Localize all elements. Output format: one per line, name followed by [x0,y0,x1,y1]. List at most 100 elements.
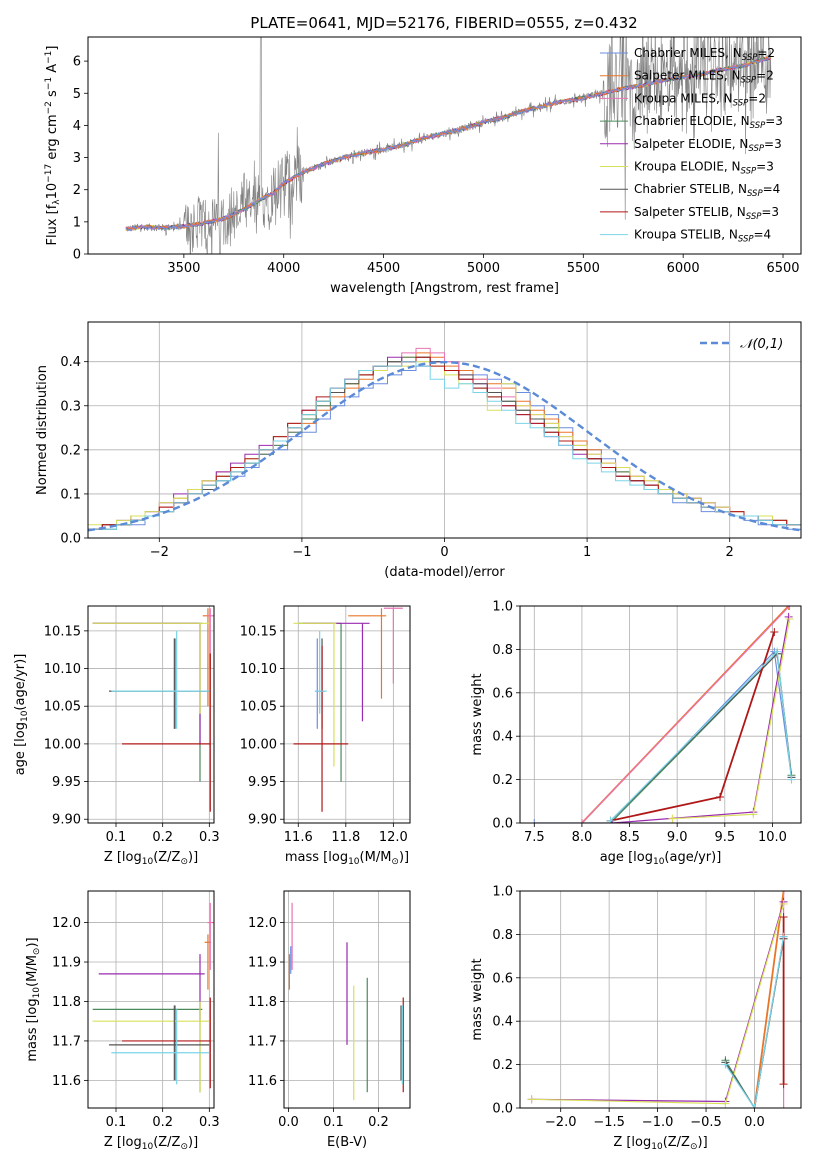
x-tick-label: 11.6 [284,830,313,845]
weight-line-chabrier_elodie [610,652,793,823]
axes-frame [519,890,802,1109]
y-tick-label: 0.8 [492,643,513,658]
x-tick-label: 0 [440,545,448,560]
y-tick-label: 11.7 [52,1034,81,1049]
y-tick-label: 11.8 [248,995,277,1010]
model-line-salpeter_miles [125,56,771,232]
weight-point-kroupa_stelib [606,816,615,823]
y-tick-label: 2 [73,183,81,198]
x-tick-label: 5500 [567,261,600,276]
legend-entry: Salpeter MILES, NSSP=2 [634,69,774,86]
x-axis-label: (data-model)/error [384,565,505,580]
y-tick-label: 0.6 [492,686,513,701]
y-tick-label: 6 [73,55,81,70]
y-tick-label: 1.0 [492,885,513,900]
x-tick-label: 1 [583,545,591,560]
y-tick-label: 1.0 [492,600,513,615]
y-tick-label: 0.4 [492,1015,513,1030]
legend-entry: Kroupa MILES, NSSP=2 [634,91,766,108]
x-tick-label: −1.5 [593,1115,625,1130]
panel-mass_vs_Z: 0.1 0.2 0.3 11.6 11.7 11.8 11.9 12.0 Z [log10(Z/… [25,890,220,1152]
legend-entry: Salpeter STELIB, NSSP=3 [634,205,779,222]
weight-point-salpeter_stelib [770,628,779,637]
x-tick-label: 8.5 [619,830,640,845]
y-tick-label: 12.0 [52,916,81,931]
model-line-chabrier_miles [125,55,771,232]
x-tick-label: 0.1 [106,830,127,845]
y-axis-label: mass weight [470,958,485,1040]
x-tick-label: 11.8 [331,830,360,845]
plot-area [527,891,788,1108]
figure-title: PLATE=0641, MJD=52176, FIBERID=0555, z=0… [250,14,637,32]
y-tick-label: 9.90 [52,813,81,828]
y-tick-label: 10.05 [44,700,81,715]
x-tick-label: 9.0 [667,830,688,845]
weight-point-kroupa_stelib [721,1060,730,1069]
axes-frame [87,605,215,824]
x-tick-label: 0.2 [368,1115,389,1130]
panel-spectrum: 3500 4000 4500 5000 5500 6000 6500 0 1 2 3 4 5 6 wavel… [44,36,802,296]
y-tick-label: 11.9 [52,956,81,971]
x-tick-label: 8.0 [572,830,593,845]
plot-area [530,606,796,823]
weight-line-kroupa_stelib [724,936,785,1108]
panel-age_vs_mass: 11.6 11.8 12.0 9.90 9.95 10.00 10.05 10.10 10.15… [240,605,411,867]
plot-area [293,607,403,812]
x-tick-label: 10.0 [758,830,787,845]
x-axis-label: mass [log10(M/M⊙)] [285,850,409,867]
y-tick-label: 0.2 [60,443,81,458]
axes-frame [87,36,802,255]
x-tick-label: 0.2 [152,830,173,845]
legend-entry: Kroupa STELIB, NSSP=4 [634,228,771,245]
x-tick-label: 2 [726,545,734,560]
y-tick-label: 10.10 [44,662,81,677]
panel-age_vs_Z: 0.1 0.2 0.3 9.90 9.95 10.00 10.05 10.10 10.15 Z [… [13,605,220,867]
axes-frame [283,890,411,1109]
weight-point-salpeter_stelib [779,1080,788,1089]
x-tick-label: 6500 [766,261,799,276]
x-axis-label: age [log10(age/yr)] [600,850,722,867]
x-tick-label: 0.0 [744,1115,765,1130]
y-tick-label: 10.00 [44,737,81,752]
plot-area [92,902,214,1093]
x-axis-label: wavelength [Angstrom, rest frame] [330,281,559,296]
weight-point-kroupa_elodie [749,810,758,819]
axes-frame [283,605,411,824]
x-tick-label: 12.0 [379,830,408,845]
y-tick-label: 9.90 [248,813,277,828]
weight-point-kroupa_elodie [668,814,677,823]
y-tick-label: 10.15 [240,624,277,639]
panel-massweight_vs_Z: −2.0 −1.5 −1.0 −0.5 0.0 0.0 0.2 0.4 0.6 0.8 1.0 Z [… [470,885,802,1152]
weight-point-salpeter_elodie [784,612,793,621]
y-tick-label: 0.0 [492,1102,513,1117]
weight-point-kroupa_elodie [779,900,788,909]
legend-entry: Chabrier MILES, NSSP=2 [634,46,775,63]
x-tick-label: 0.1 [323,1115,344,1130]
weight-point-kroupa_elodie [721,1099,730,1108]
weight-point-salpeter_stelib [779,913,788,922]
y-tick-label: 0.4 [492,730,513,745]
x-tick-label: −0.5 [690,1115,722,1130]
y-tick-label: 10.00 [240,737,277,752]
weight-line-salpeter_stelib [610,631,776,822]
y-tick-label: 10.05 [240,700,277,715]
weight-point-kroupa_miles [779,1104,788,1108]
weight-point-kroupa_stelib [750,1104,759,1108]
y-axis-label: mass [log10(M/M⊙)] [25,937,42,1061]
panel-mass_vs_EBV: 0.0 0.1 0.2 11.6 11.7 11.8 11.9 12.0 E(B-V) [248,890,411,1150]
weight-point-kroupa_miles [779,891,788,895]
x-tick-label: −1 [292,545,311,560]
x-axis-label: Z [log10(Z/Z⊙)] [104,850,198,867]
y-tick-label: 12.0 [248,916,277,931]
x-axis-label: E(B-V) [327,1135,367,1150]
legend-entry: Chabrier ELODIE, NSSP=3 [634,114,783,131]
weight-line-kroupa_miles [581,606,791,823]
weight-point-chabrier_miles [530,819,539,823]
weight-line-salpeter_miles [753,891,785,1108]
axes-frame [519,605,802,824]
y-axis-label: age [log10(age/yr)] [13,654,30,776]
y-tick-label: 0.8 [492,928,513,943]
legend-entry: Kroupa ELODIE, NSSP=3 [634,160,774,177]
plot-area [125,37,772,254]
y-tick-label: 0.2 [492,773,513,788]
